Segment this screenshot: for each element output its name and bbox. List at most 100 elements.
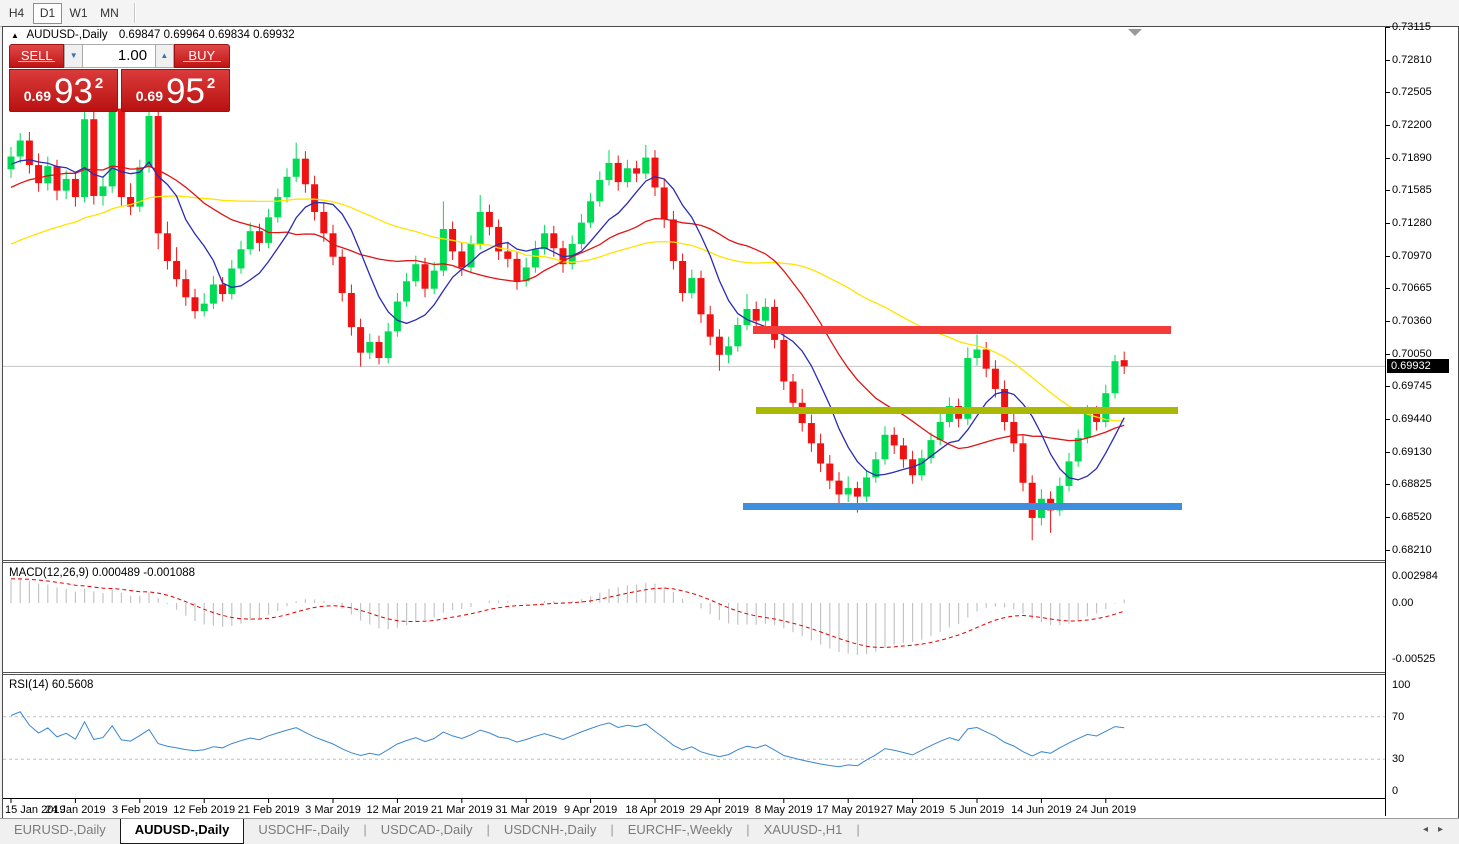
macd-scale-label: -0.00525 bbox=[1392, 653, 1436, 665]
price-scale-tick bbox=[1386, 256, 1390, 257]
buy-price-box[interactable]: 0.69 95 2 bbox=[121, 69, 230, 112]
price-scale-label: 0.71280 bbox=[1392, 217, 1432, 229]
chart-tab-xauusd[interactable]: XAUUSD-,H1 bbox=[763, 822, 843, 837]
timeframe-button-d1[interactable]: D1 bbox=[33, 2, 62, 24]
date-tick-label: 14 Jun 2019 bbox=[1011, 804, 1072, 816]
price-scale-label: 0.70665 bbox=[1392, 282, 1432, 294]
chart-expand-icon[interactable]: ▲ bbox=[11, 31, 19, 40]
chart-tab-bar: EURUSD-,Daily AUDUSD-,Daily USDCHF-,Daily |… bbox=[0, 818, 1459, 844]
chart-tab-usdcad[interactable]: USDCAD-,Daily bbox=[380, 822, 473, 837]
tab-scroll-left-icon[interactable]: ◂ bbox=[1422, 824, 1438, 835]
chart-title-row: ▲ AUDUSD-,Daily 0.69847 0.69964 0.69834 … bbox=[11, 29, 295, 41]
price-scale-label: 0.69745 bbox=[1392, 380, 1432, 392]
price-scale-label: 0.72505 bbox=[1392, 86, 1432, 98]
date-tick-label: 24 Jan 2019 bbox=[45, 804, 106, 816]
price-chart[interactable]: MACD(12,26,9) 0.000489 -0.001088 RSI(14) … bbox=[3, 27, 1385, 816]
date-tick-label: 12 Feb 2019 bbox=[173, 804, 235, 816]
volume-input[interactable]: 1.00 bbox=[82, 44, 156, 68]
tab-separator: | bbox=[746, 822, 750, 837]
price-scale-label: 0.70970 bbox=[1392, 250, 1432, 262]
timeframe-button-w1[interactable]: W1 bbox=[69, 5, 88, 20]
price-scale-label: 0.72200 bbox=[1392, 119, 1432, 131]
date-tick-label: 21 Feb 2019 bbox=[238, 804, 300, 816]
chart-tab-audusd[interactable]: AUDUSD-,Daily bbox=[119, 819, 245, 844]
chart-symbol-title: AUDUSD-,Daily bbox=[26, 29, 108, 41]
tab-separator: | bbox=[856, 822, 860, 837]
ma-45-line bbox=[10, 195, 1125, 422]
toolbar-separator bbox=[134, 3, 136, 23]
rsi-scale-label: 0 bbox=[1392, 785, 1399, 797]
price-scale-tick bbox=[1386, 158, 1390, 159]
date-tick-label: 31 Mar 2019 bbox=[495, 804, 557, 816]
date-tick-label: 3 Mar 2019 bbox=[305, 804, 361, 816]
ma-8-line bbox=[10, 159, 1125, 481]
chart-tab-usdchf[interactable]: USDCHF-,Daily bbox=[258, 822, 350, 837]
price-scale-tick bbox=[1386, 92, 1390, 93]
price-scale-label: 0.70050 bbox=[1392, 348, 1432, 360]
date-tick-label: 24 Jun 2019 bbox=[1076, 804, 1137, 816]
date-tick-label: 3 Feb 2019 bbox=[112, 804, 168, 816]
date-tick-label: 27 May 2019 bbox=[881, 804, 945, 816]
price-scale-tick bbox=[1386, 419, 1390, 420]
price-scale-tick bbox=[1386, 60, 1390, 61]
one-click-trade-panel: SELL ▼ 1.00 ▲ BUY 0.69 93 2 0.69 95 2 bbox=[9, 44, 230, 112]
tab-scroll-right-icon[interactable]: ▸ bbox=[1437, 824, 1453, 835]
price-scale-tick bbox=[1386, 321, 1390, 322]
current-price-tag: 0.69932 bbox=[1387, 359, 1449, 373]
price-scale-tick bbox=[1386, 484, 1390, 485]
tab-separator: | bbox=[610, 822, 614, 837]
price-scale-tick bbox=[1386, 517, 1390, 518]
price-scale-label: 0.70360 bbox=[1392, 315, 1432, 327]
price-scale-tick bbox=[1386, 550, 1390, 551]
price-scale-tick bbox=[1386, 125, 1390, 126]
chart-tab-usdcnh[interactable]: USDCNH-,Daily bbox=[503, 822, 597, 837]
sell-button[interactable]: SELL bbox=[9, 44, 65, 68]
rsi-scale-label: 100 bbox=[1392, 679, 1411, 691]
chart-window[interactable]: MACD(12,26,9) 0.000489 -0.001088 RSI(14) … bbox=[2, 21, 1459, 819]
macd-signal-line bbox=[10, 578, 1125, 648]
tab-scroll-arrows[interactable]: ◂▸ bbox=[1423, 824, 1453, 835]
tab-separator: | bbox=[486, 822, 490, 837]
price-scale-label: 0.72810 bbox=[1392, 54, 1432, 66]
price-scale-tick bbox=[1386, 190, 1390, 191]
price-scale-label: 0.68825 bbox=[1392, 478, 1432, 490]
rsi-scale-label: 70 bbox=[1392, 711, 1405, 723]
rsi-line bbox=[10, 711, 1125, 768]
date-tick-label: 9 Apr 2019 bbox=[564, 804, 617, 816]
timeframe-button-h4[interactable]: H4 bbox=[8, 5, 25, 20]
date-tick-label: 8 May 2019 bbox=[755, 804, 812, 816]
price-scale-label: 0.69440 bbox=[1392, 413, 1432, 425]
price-scale[interactable]: 0.69932 0.73115 0.72810 0.72505 0.72200 0.71… bbox=[1385, 21, 1458, 816]
price-scale-label: 0.73115 bbox=[1392, 21, 1431, 33]
chart-tab-eurusd[interactable]: EURUSD-,Daily bbox=[14, 822, 106, 837]
date-tick-label: 21 Mar 2019 bbox=[431, 804, 493, 816]
price-scale-label: 0.68520 bbox=[1392, 511, 1432, 523]
volume-increase-button[interactable]: ▲ bbox=[155, 44, 174, 68]
volume-decrease-button[interactable]: ▼ bbox=[64, 44, 83, 68]
macd-scale-label: 0.00 bbox=[1392, 597, 1414, 609]
date-tick-label: 18 Apr 2019 bbox=[625, 804, 684, 816]
buy-button[interactable]: BUY bbox=[173, 44, 230, 68]
price-scale-label: 0.71585 bbox=[1392, 184, 1432, 196]
chart-tab-eurchf[interactable]: EURCHF-,Weekly bbox=[627, 822, 733, 837]
timeframe-toolbar: H4 D1 W1 MN bbox=[0, 0, 1459, 27]
price-scale-tick bbox=[1386, 27, 1390, 28]
price-scale-label: 0.71890 bbox=[1392, 152, 1432, 164]
date-tick-label: 15 Jan 2019 bbox=[5, 804, 66, 816]
macd-scale-label: 0.002984 bbox=[1392, 570, 1438, 582]
price-scale-label: 0.69130 bbox=[1392, 446, 1432, 458]
date-tick-label: 5 Jun 2019 bbox=[950, 804, 1004, 816]
timeframe-button-mn[interactable]: MN bbox=[100, 5, 119, 20]
rsi-scale-label: 30 bbox=[1392, 753, 1405, 765]
sell-price-box[interactable]: 0.69 93 2 bbox=[9, 69, 118, 112]
ma-20-line bbox=[10, 165, 1125, 450]
price-scale-tick bbox=[1386, 288, 1390, 289]
price-scale-tick bbox=[1386, 354, 1390, 355]
candles-layer bbox=[7, 103, 1128, 541]
chart-ohlc-values: 0.69847 0.69964 0.69834 0.69932 bbox=[118, 29, 295, 41]
rsi-label: RSI(14) 60.5608 bbox=[9, 679, 93, 691]
date-tick-label: 29 Apr 2019 bbox=[690, 804, 749, 816]
date-tick-label: 12 Mar 2019 bbox=[367, 804, 429, 816]
chart-shift-marker-icon[interactable] bbox=[1128, 29, 1142, 36]
price-scale-tick bbox=[1386, 452, 1390, 453]
